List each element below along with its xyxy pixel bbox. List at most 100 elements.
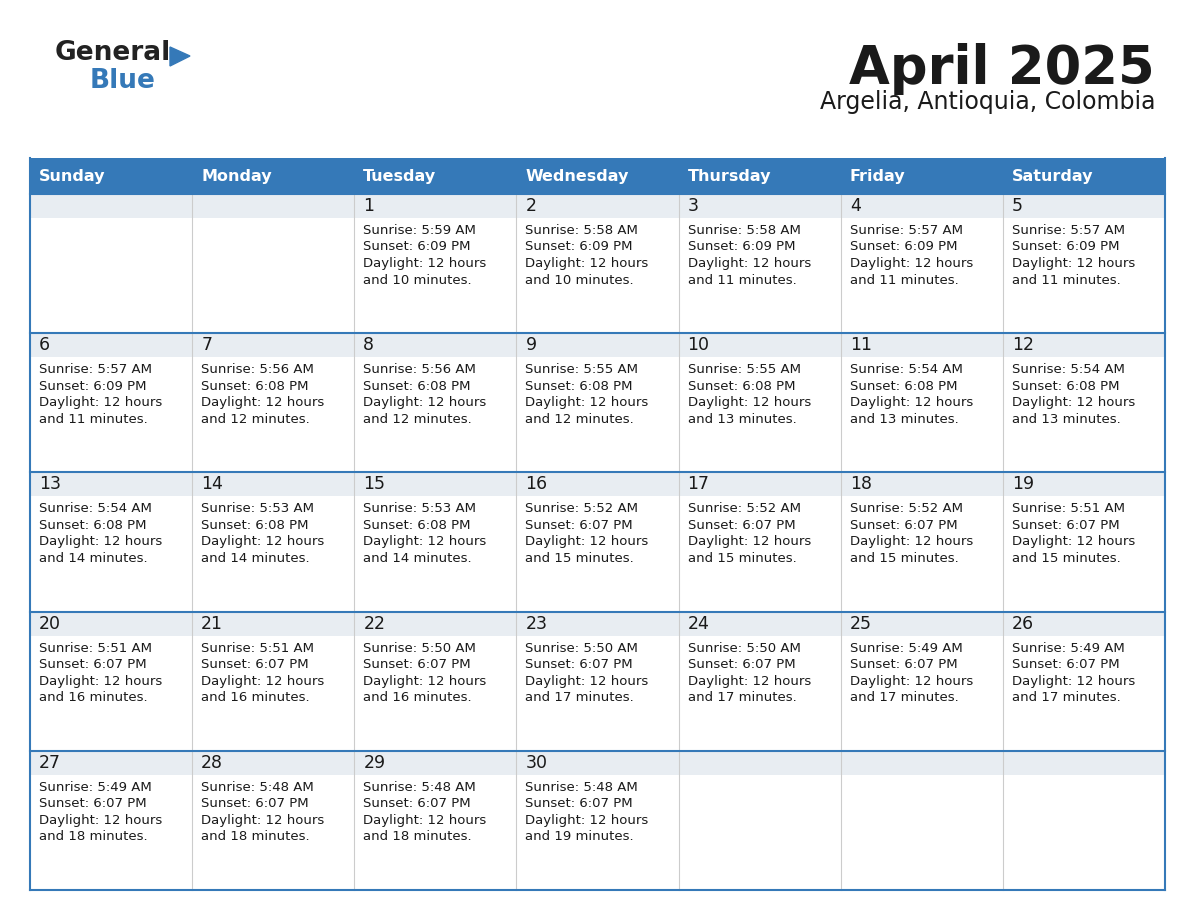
Bar (354, 775, 517, 890)
Text: 6: 6 (39, 336, 50, 354)
Text: Sunrise: 5:57 AM: Sunrise: 5:57 AM (39, 364, 152, 376)
Text: Sunrise: 5:54 AM: Sunrise: 5:54 AM (1012, 364, 1125, 376)
Text: Daylight: 12 hours: Daylight: 12 hours (39, 535, 163, 548)
Bar (678, 218, 841, 333)
Bar (1003, 218, 1165, 333)
Text: Sunset: 6:09 PM: Sunset: 6:09 PM (1012, 241, 1119, 253)
Text: Sunset: 6:08 PM: Sunset: 6:08 PM (201, 380, 309, 393)
Bar (678, 497, 841, 611)
Text: and 13 minutes.: and 13 minutes. (1012, 413, 1120, 426)
Text: Daylight: 12 hours: Daylight: 12 hours (39, 397, 163, 409)
Text: 29: 29 (364, 754, 385, 772)
Bar (678, 473, 841, 611)
Text: and 15 minutes.: and 15 minutes. (1012, 552, 1120, 565)
Bar (30, 611, 192, 751)
Bar (1003, 751, 1165, 890)
Bar (192, 473, 354, 611)
Text: Daylight: 12 hours: Daylight: 12 hours (201, 675, 324, 688)
Text: Sunrise: 5:53 AM: Sunrise: 5:53 AM (364, 502, 476, 515)
Text: Sunset: 6:07 PM: Sunset: 6:07 PM (364, 658, 470, 671)
Text: Sunrise: 5:50 AM: Sunrise: 5:50 AM (525, 642, 638, 655)
Text: Sunrise: 5:52 AM: Sunrise: 5:52 AM (688, 502, 801, 515)
Text: 20: 20 (39, 614, 61, 633)
Text: Sunrise: 5:50 AM: Sunrise: 5:50 AM (688, 642, 801, 655)
Text: Sunset: 6:08 PM: Sunset: 6:08 PM (201, 519, 309, 532)
Text: Daylight: 12 hours: Daylight: 12 hours (201, 397, 324, 409)
Bar (354, 357, 517, 473)
Text: 2: 2 (525, 197, 537, 215)
Text: 15: 15 (364, 476, 385, 493)
Text: Sunrise: 5:59 AM: Sunrise: 5:59 AM (364, 224, 476, 237)
Text: Sunset: 6:07 PM: Sunset: 6:07 PM (364, 798, 470, 811)
Polygon shape (170, 47, 190, 66)
Text: 16: 16 (525, 476, 548, 493)
Text: Sunrise: 5:48 AM: Sunrise: 5:48 AM (201, 781, 314, 794)
Bar (841, 497, 1003, 611)
Text: Wednesday: Wednesday (525, 169, 628, 184)
Text: 21: 21 (201, 614, 223, 633)
Text: and 10 minutes.: and 10 minutes. (525, 274, 634, 286)
Text: Daylight: 12 hours: Daylight: 12 hours (688, 257, 811, 270)
Bar (517, 357, 678, 473)
Bar (192, 611, 354, 751)
Text: Sunrise: 5:48 AM: Sunrise: 5:48 AM (525, 781, 638, 794)
Text: Sunrise: 5:52 AM: Sunrise: 5:52 AM (849, 502, 962, 515)
Text: and 10 minutes.: and 10 minutes. (364, 274, 472, 286)
Text: Sunset: 6:07 PM: Sunset: 6:07 PM (525, 658, 633, 671)
Text: Sunset: 6:07 PM: Sunset: 6:07 PM (1012, 658, 1119, 671)
Bar (192, 357, 354, 473)
Bar (517, 158, 678, 194)
Text: 12: 12 (1012, 336, 1034, 354)
Text: Sunrise: 5:56 AM: Sunrise: 5:56 AM (364, 364, 476, 376)
Text: Sunrise: 5:55 AM: Sunrise: 5:55 AM (688, 364, 801, 376)
Bar (841, 775, 1003, 890)
Text: 27: 27 (39, 754, 61, 772)
Bar (354, 218, 517, 333)
Bar (678, 333, 841, 473)
Bar (517, 497, 678, 611)
Text: Sunday: Sunday (39, 169, 106, 184)
Text: and 11 minutes.: and 11 minutes. (849, 274, 959, 286)
Bar (678, 775, 841, 890)
Bar (1003, 611, 1165, 751)
Text: Sunset: 6:09 PM: Sunset: 6:09 PM (849, 241, 958, 253)
Bar (354, 333, 517, 473)
Text: and 14 minutes.: and 14 minutes. (201, 552, 310, 565)
Text: 14: 14 (201, 476, 223, 493)
Text: and 19 minutes.: and 19 minutes. (525, 830, 634, 844)
Text: Sunset: 6:09 PM: Sunset: 6:09 PM (688, 241, 795, 253)
Text: 1: 1 (364, 197, 374, 215)
Text: Daylight: 12 hours: Daylight: 12 hours (688, 535, 811, 548)
Text: Sunset: 6:07 PM: Sunset: 6:07 PM (201, 798, 309, 811)
Bar (678, 158, 841, 194)
Text: 5: 5 (1012, 197, 1023, 215)
Bar (192, 194, 354, 333)
Text: and 12 minutes.: and 12 minutes. (525, 413, 634, 426)
Text: 24: 24 (688, 614, 709, 633)
Text: 10: 10 (688, 336, 709, 354)
Text: Sunrise: 5:58 AM: Sunrise: 5:58 AM (688, 224, 801, 237)
Text: Sunrise: 5:58 AM: Sunrise: 5:58 AM (525, 224, 638, 237)
Bar (678, 611, 841, 751)
Bar (841, 218, 1003, 333)
Bar (30, 158, 192, 194)
Text: Sunset: 6:07 PM: Sunset: 6:07 PM (39, 798, 146, 811)
Text: and 16 minutes.: and 16 minutes. (39, 691, 147, 704)
Bar (192, 158, 354, 194)
Text: and 15 minutes.: and 15 minutes. (688, 552, 796, 565)
Text: Sunrise: 5:53 AM: Sunrise: 5:53 AM (201, 502, 314, 515)
Text: Sunrise: 5:55 AM: Sunrise: 5:55 AM (525, 364, 638, 376)
Text: 7: 7 (201, 336, 213, 354)
Text: Sunset: 6:08 PM: Sunset: 6:08 PM (364, 519, 470, 532)
Text: Sunrise: 5:51 AM: Sunrise: 5:51 AM (39, 642, 152, 655)
Text: 28: 28 (201, 754, 223, 772)
Text: 25: 25 (849, 614, 872, 633)
Bar (841, 194, 1003, 333)
Bar (192, 333, 354, 473)
Text: Daylight: 12 hours: Daylight: 12 hours (849, 397, 973, 409)
Text: Sunrise: 5:48 AM: Sunrise: 5:48 AM (364, 781, 476, 794)
Text: Daylight: 12 hours: Daylight: 12 hours (364, 257, 487, 270)
Text: and 14 minutes.: and 14 minutes. (39, 552, 147, 565)
Text: Daylight: 12 hours: Daylight: 12 hours (39, 675, 163, 688)
Bar (354, 497, 517, 611)
